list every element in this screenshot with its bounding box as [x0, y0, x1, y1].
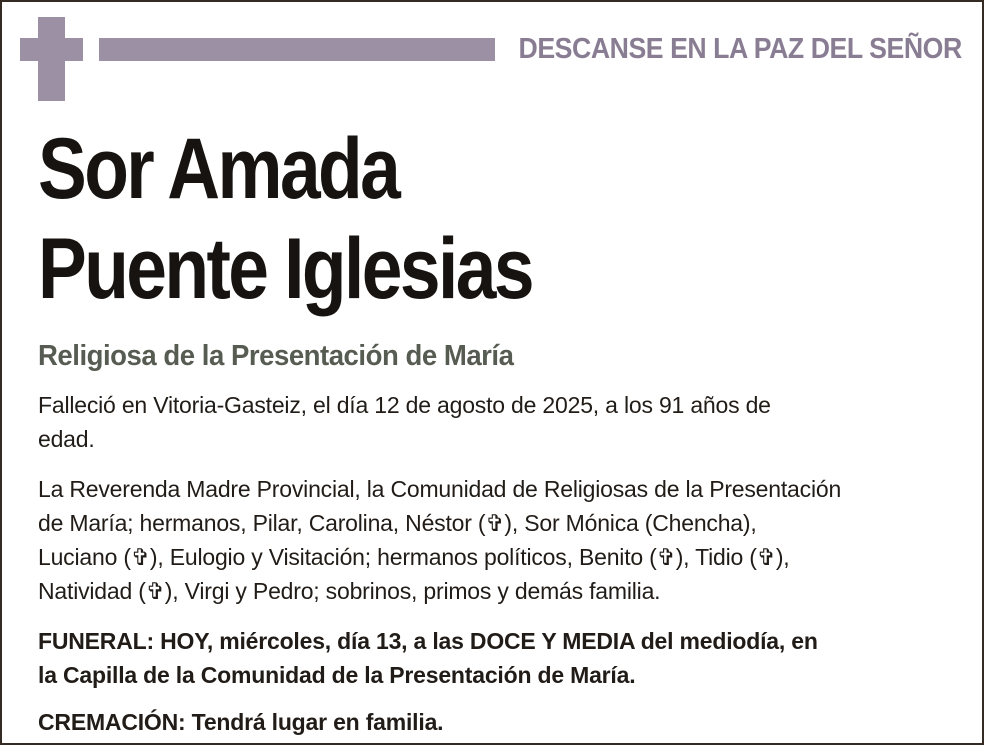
obituary-header: DESCANSE EN LA PAZ DEL SEÑOR: [20, 17, 962, 105]
rest-in-peace-motto: DESCANSE EN LA PAZ DEL SEÑOR: [518, 33, 963, 65]
family-notice-paragraph: La Reverenda Madre Provincial, la Comuni…: [38, 476, 842, 604]
cremation-notice-paragraph: CREMACIÓN: Tendrá lugar en familia.: [38, 709, 444, 735]
latin-cross-icon: [20, 17, 83, 101]
death-notice-paragraph: Falleció en Vitoria-Gasteiz, el día 12 d…: [38, 392, 771, 452]
funeral-notice-paragraph: FUNERAL: HOY, miércoles, día 13, a las D…: [38, 628, 818, 688]
header-divider-bar: [99, 38, 495, 61]
deceased-name: Sor Amada Puente Iglesias: [38, 121, 535, 317]
deceased-role: Religiosa de la Presentación de María: [38, 340, 514, 372]
